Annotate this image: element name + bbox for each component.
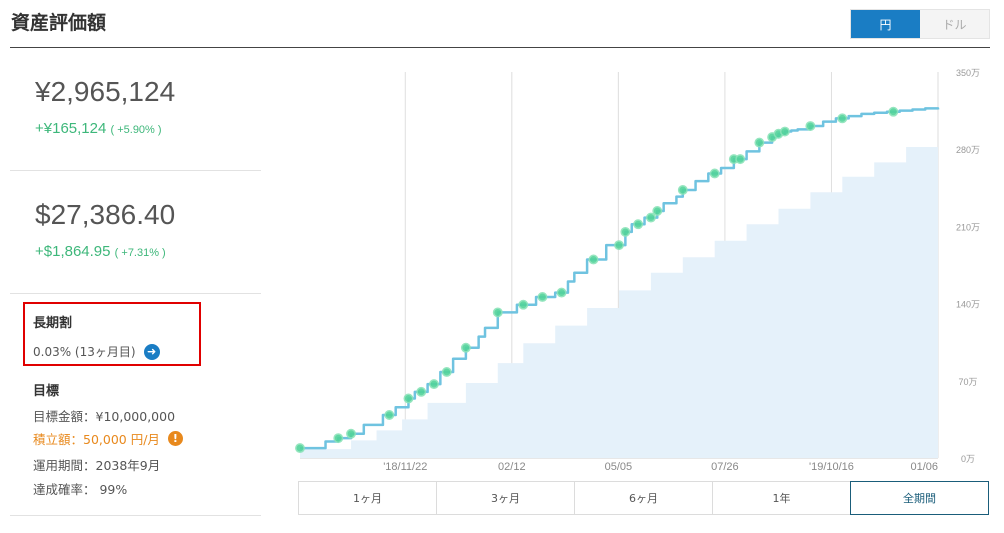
purchase-marker	[460, 342, 471, 353]
long-term-rate-text: 0.03% (13ヶ月目)	[33, 345, 136, 359]
x-tick-label: '19/10/16	[809, 461, 854, 473]
purchase-marker	[837, 113, 848, 124]
purchase-marker	[588, 254, 599, 265]
yen-change: +¥165,124 ( +5.90% )	[35, 120, 162, 137]
purchase-marker	[888, 106, 899, 117]
purchase-marker	[295, 443, 305, 454]
long-term-rate: 0.03% (13ヶ月目) ➜	[33, 343, 160, 360]
warning-icon[interactable]: !	[167, 431, 183, 446]
usd-change-percent: ( +7.31% )	[114, 247, 166, 259]
purchase-marker	[652, 206, 663, 216]
y-tick-label: 0万	[961, 454, 975, 464]
purchase-marker	[709, 168, 720, 179]
x-tick-label: 01/06	[910, 461, 938, 473]
range-tab-1-month[interactable]: 1ヶ月	[298, 481, 437, 515]
purchase-marker	[518, 299, 529, 310]
x-tick-label: 02/12	[498, 461, 526, 473]
purchase-marker	[384, 410, 395, 420]
yen-change-percent: ( +5.90% )	[110, 124, 162, 136]
purchase-marker	[441, 367, 452, 377]
purchase-marker	[416, 386, 427, 397]
yen-change-amount: +¥165,124	[35, 120, 107, 137]
long-term-title: 長期割	[33, 316, 73, 331]
goal-monthly: 積立額：50,000 円/月 !	[33, 429, 183, 448]
range-tabs: 1ヶ月 3ヶ月 6ヶ月 1年 全期間	[298, 481, 989, 515]
purchase-marker	[614, 240, 624, 251]
dollar-toggle-button[interactable]: ドル	[920, 10, 989, 38]
purchase-marker	[537, 292, 548, 302]
purchase-marker	[735, 154, 746, 165]
y-tick-label: 350万	[956, 68, 980, 78]
usd-change-amount: +$1,864.95	[35, 243, 111, 260]
usd-change: +$1,864.95 ( +7.31% )	[35, 243, 166, 260]
purchase-marker	[677, 185, 688, 195]
purchase-marker	[645, 212, 656, 223]
range-tab-all-period[interactable]: 全期間	[850, 481, 989, 515]
goal-period: 運用期間：2038年9月	[33, 458, 161, 473]
yen-summary: ¥2,965,124 +¥165,124 ( +5.90% )	[10, 48, 261, 171]
purchase-marker	[754, 137, 765, 148]
purchase-marker	[556, 287, 567, 298]
currency-toggle: 円 ドル	[850, 9, 990, 39]
range-tab-3-months[interactable]: 3ヶ月	[436, 481, 575, 515]
x-tick-label: 07/26	[711, 461, 739, 473]
yen-toggle-button[interactable]: 円	[851, 10, 920, 38]
purchase-marker	[429, 379, 439, 390]
long-term-highlight-box	[23, 302, 201, 366]
y-tick-label: 280万	[956, 145, 980, 155]
goal-title: 目標	[33, 384, 60, 399]
usd-total-value: $27,386.40	[35, 199, 176, 230]
purchase-marker	[346, 428, 356, 439]
purchase-marker	[620, 226, 631, 237]
summary-bottom-divider	[10, 515, 261, 516]
purchase-marker	[805, 121, 816, 131]
title-divider	[10, 47, 990, 48]
valuation-line	[300, 107, 940, 450]
usd-summary: $27,386.40 +$1,864.95 ( +7.31% )	[10, 171, 261, 294]
purchase-marker	[492, 307, 503, 318]
purchase-marker	[633, 219, 644, 230]
arrow-right-icon[interactable]: ➜	[143, 343, 160, 360]
principal-area	[300, 146, 938, 458]
page-title: 資産評価額	[11, 12, 107, 34]
range-tab-6-months[interactable]: 6ヶ月	[574, 481, 713, 515]
yen-total-value: ¥2,965,124	[35, 76, 176, 107]
goal-target: 目標金額：¥10,000,000	[33, 409, 176, 424]
y-tick-label: 140万	[956, 300, 980, 310]
y-tick-label: 210万	[956, 222, 980, 232]
purchase-marker	[403, 393, 414, 404]
goal-monthly-text: 積立額：50,000 円/月	[33, 432, 160, 447]
goal-probability: 達成確率： 99%	[33, 482, 128, 497]
purchase-marker	[333, 433, 344, 444]
x-tick-label: 05/05	[605, 461, 633, 473]
summary-panel: ¥2,965,124 +¥165,124 ( +5.90% ) $27,386.…	[10, 48, 261, 516]
y-tick-label: 70万	[958, 377, 977, 387]
range-tab-1-year[interactable]: 1年	[712, 481, 851, 515]
purchase-marker	[779, 126, 790, 137]
x-tick-label: '18/11/22	[383, 461, 427, 473]
asset-valuation-chart: 0万 70万 140万 210万 280万 350万 '18/11/22 02/12 05/05…	[295, 68, 980, 473]
